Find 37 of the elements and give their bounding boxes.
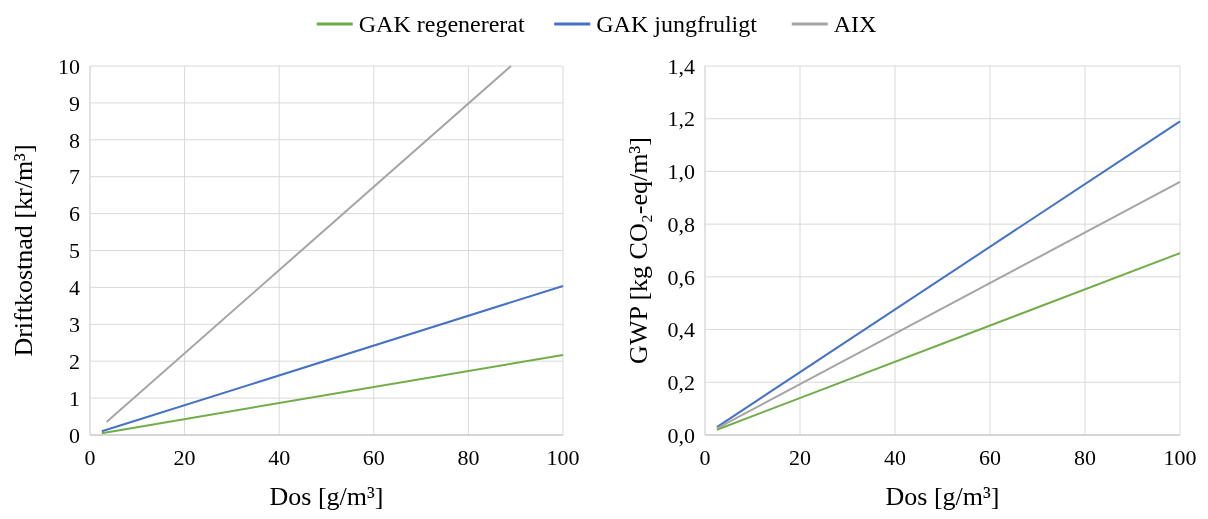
y-tick-label: 1,4 [667,53,695,79]
y-tick-label: 1,0 [667,159,695,185]
x-tick-label: 80 [457,445,480,470]
x-tick-label: 40 [884,445,906,470]
y-axis-title: GWP [kg CO₂-eq/m³] [624,137,653,364]
y-tick-label: 1,2 [667,106,695,132]
x-tick-label: 60 [979,445,1001,470]
x-axis-title: Dos [g/m³] [269,482,384,511]
y-axis-title: Driftkostnad [kr/m³] [9,144,38,357]
y-tick-label: 0 [69,422,80,448]
legend-label: AIX [833,11,877,38]
x-tick-label: 100 [546,445,580,470]
y-tick-label: 8 [69,127,80,153]
y-tick-label: 0,0 [667,422,695,448]
x-axis-title: Dos [g/m³] [885,482,1000,511]
y-tick-label: 6 [69,201,80,227]
y-tick-label: 1 [69,385,80,411]
y-tick-label: 7 [69,164,80,190]
x-tick-label: 100 [1163,445,1197,470]
x-tick-label: 20 [173,445,196,470]
y-tick-label: 2 [69,348,80,374]
y-tick-label: 0,4 [667,317,695,343]
y-tick-label: 0,2 [667,369,695,395]
x-tick-label: 40 [268,445,291,470]
y-tick-label: 10 [58,53,80,79]
x-tick-label: 60 [362,445,385,470]
x-tick-label: 0 [699,445,711,470]
y-tick-label: 0,8 [667,211,695,237]
legend-label: GAK regenererat [358,11,525,38]
y-tick-label: 9 [69,90,80,116]
y-tick-label: 4 [69,275,80,301]
legend-label: GAK jungfruligt [596,11,758,38]
y-tick-label: 3 [69,312,80,337]
x-tick-label: 80 [1074,445,1096,470]
y-tick-label: 0,6 [667,264,695,290]
y-tick-label: 5 [69,238,80,264]
x-tick-label: 20 [789,445,811,470]
